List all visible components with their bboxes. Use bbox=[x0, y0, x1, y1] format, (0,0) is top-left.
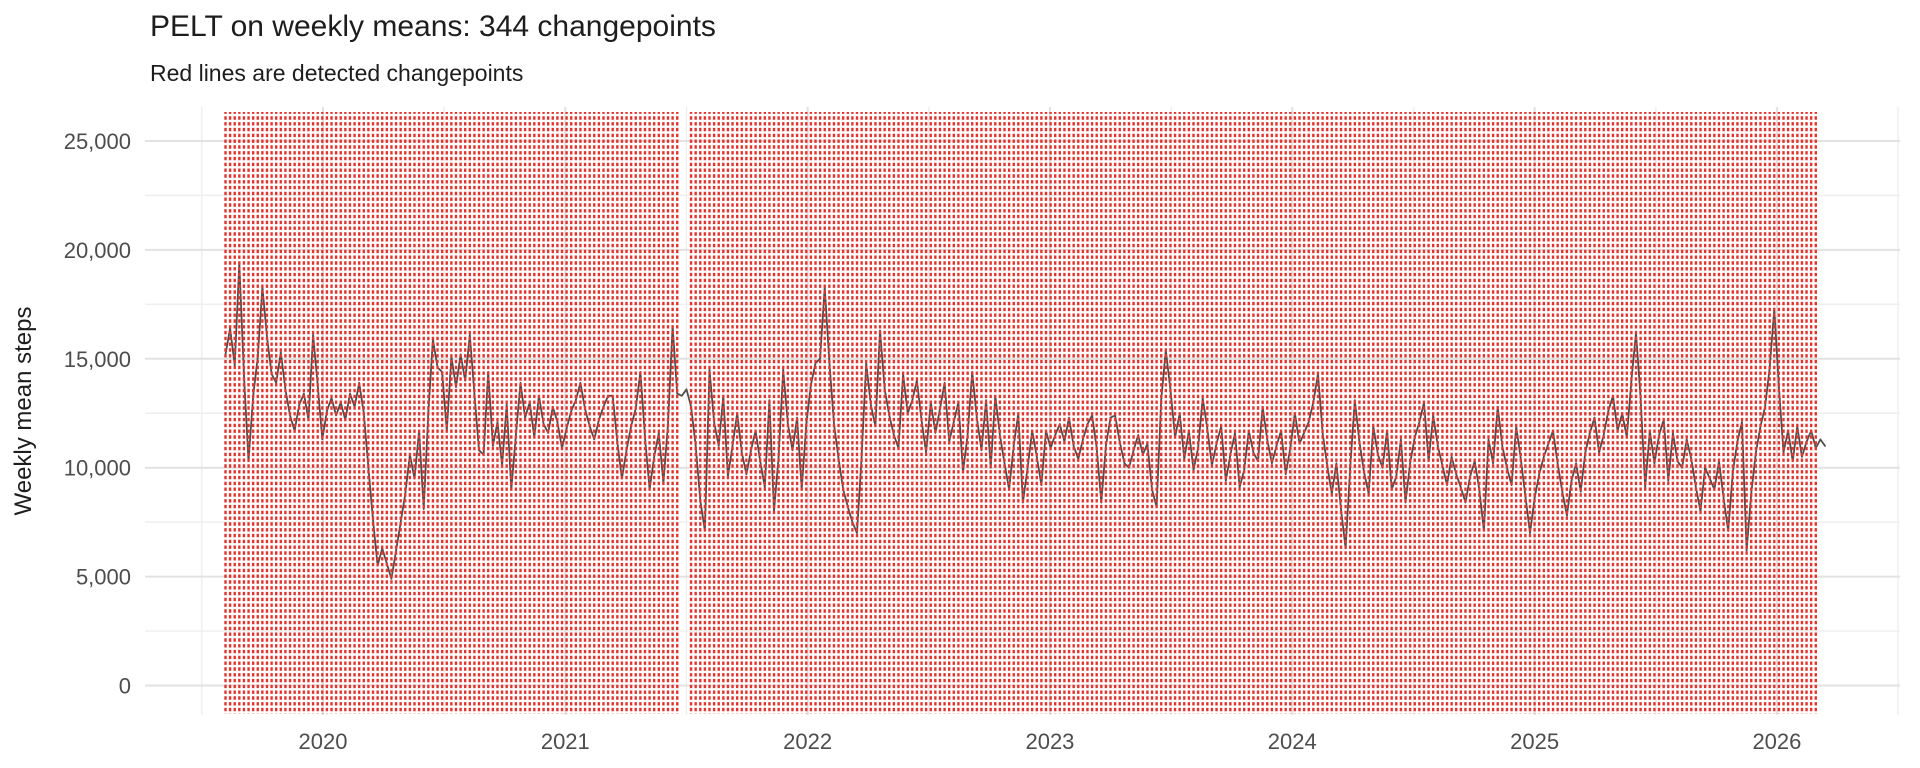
chart-title: PELT on weekly means: 344 changepoints bbox=[150, 10, 716, 43]
y-tick-label: 5,000 bbox=[76, 565, 131, 590]
y-tick-label: 10,000 bbox=[64, 456, 131, 481]
changepoint-lines bbox=[224, 112, 1817, 714]
x-tick-label: 2026 bbox=[1752, 729, 1801, 754]
weekly-means-line bbox=[224, 262, 1826, 580]
x-tick-label: 2021 bbox=[541, 729, 590, 754]
y-tick-label: 15,000 bbox=[64, 347, 131, 372]
y-tick-label: 20,000 bbox=[64, 238, 131, 263]
chart-subtitle: Red lines are detected changepoints bbox=[150, 60, 524, 86]
y-tick-label: 25,000 bbox=[64, 129, 131, 154]
x-tick-label: 2025 bbox=[1510, 729, 1559, 754]
y-tick-label: 0 bbox=[119, 674, 131, 699]
y-axis-labels: 0 5,000 10,000 15,000 20,000 25,000 bbox=[64, 129, 131, 699]
x-tick-label: 2024 bbox=[1268, 729, 1317, 754]
x-axis-labels: 2020 2021 2022 2023 2024 2025 2026 bbox=[299, 729, 1802, 754]
x-tick-label: 2023 bbox=[1025, 729, 1074, 754]
x-tick-label: 2022 bbox=[783, 729, 832, 754]
weekly-means-series bbox=[224, 262, 1826, 580]
x-tick-label: 2020 bbox=[299, 729, 348, 754]
y-axis-title: Weekly mean steps bbox=[10, 307, 37, 516]
